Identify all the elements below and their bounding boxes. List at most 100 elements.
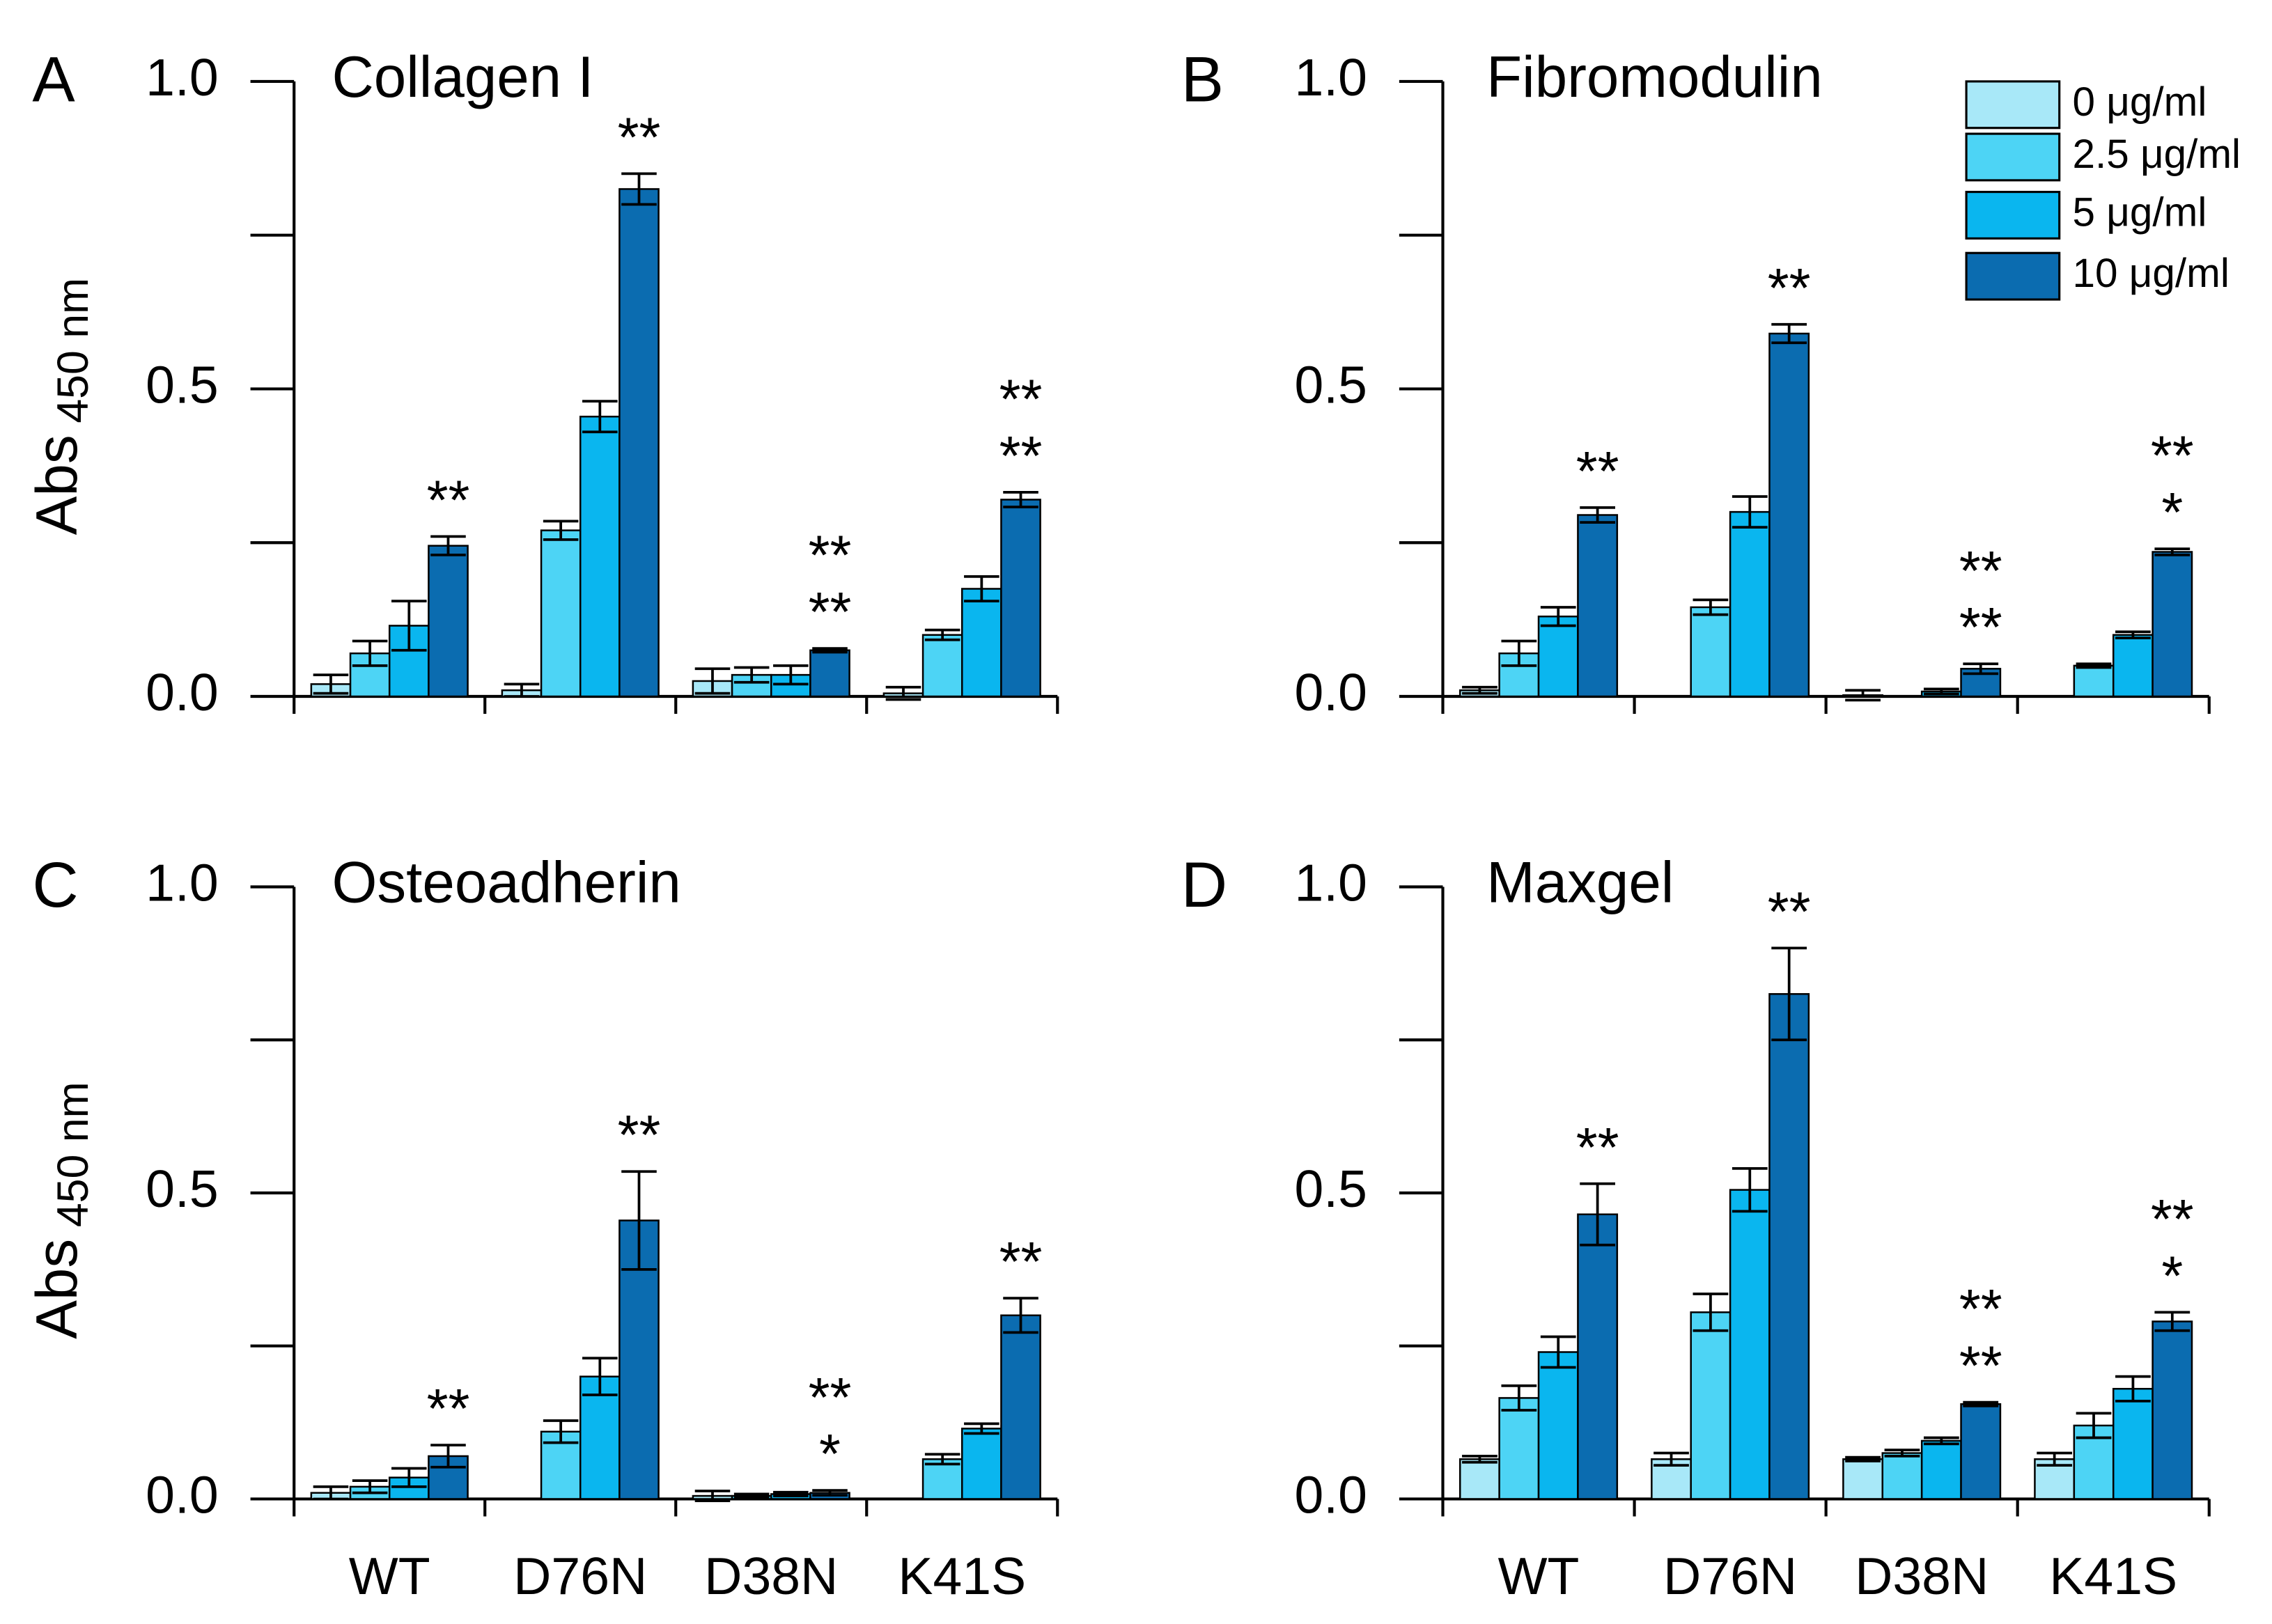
error-bar [2076, 662, 2112, 669]
x-tick-label: WT [1498, 1547, 1580, 1605]
bar [809, 649, 850, 698]
significance-mark: ** [618, 1104, 661, 1166]
bar [1000, 1314, 1041, 1500]
error-bar [1732, 1166, 1768, 1213]
y-axis-label: Abs 450 nm [24, 278, 97, 535]
significance-mark: * [2161, 1244, 2183, 1306]
significance-mark: ** [809, 1366, 852, 1428]
error-bar [1923, 1436, 1959, 1446]
significance-mark: ** [618, 106, 661, 168]
error-bar [924, 1453, 960, 1466]
bar [1729, 510, 1771, 698]
y-tick-label: 0.0 [1294, 1465, 1367, 1524]
x-tick-label: D76N [513, 1547, 647, 1605]
significance-mark: ** [1959, 540, 2002, 602]
bar [961, 588, 1002, 698]
y-tick-label: 0.5 [1294, 1160, 1367, 1218]
bar [2112, 634, 2154, 698]
error-bar [1923, 687, 1959, 696]
error-bar [543, 520, 579, 541]
x-tick-label: D76N [1663, 1547, 1797, 1605]
y-tick-label: 0.0 [1294, 663, 1367, 721]
legend-swatch [1965, 80, 2061, 130]
error-bar [621, 1170, 657, 1271]
error-bar [1771, 322, 1807, 345]
error-bar [694, 1490, 731, 1502]
error-bar [621, 172, 657, 206]
x-tick-label: WT [349, 1547, 430, 1605]
panel-letter: B [1181, 44, 1224, 115]
error-bar [391, 600, 427, 652]
bar [428, 545, 469, 698]
error-bar [582, 400, 618, 434]
bar [1459, 1458, 1500, 1500]
error-bar [2115, 1375, 2151, 1403]
significance-mark: ** [2151, 1188, 2194, 1250]
error-bar [313, 1485, 349, 1501]
legend-swatch [1965, 251, 2061, 301]
bar [2073, 664, 2115, 698]
error-bar [2076, 1412, 2112, 1439]
y-tick-label: 0.5 [1294, 355, 1367, 414]
bar [1000, 499, 1041, 698]
y-tick-label: 0.0 [146, 663, 218, 721]
error-bar [430, 535, 466, 556]
error-bar [1003, 1297, 1038, 1334]
bar [1960, 1403, 2002, 1500]
y-tick-label: 0.0 [146, 1465, 218, 1524]
y-axis-label-sub: 450 nm [49, 1082, 98, 1227]
significance-mark: ** [1959, 1335, 2002, 1397]
error-bar [773, 664, 809, 686]
error-bar [1540, 606, 1576, 627]
legend-label: 0 μg/ml [2073, 79, 2207, 125]
bar [2112, 1387, 2154, 1500]
error-bar [1884, 1449, 1920, 1458]
error-bar [504, 682, 540, 698]
error-bar [1501, 1384, 1537, 1412]
significance-mark: ** [2151, 425, 2194, 487]
significance-mark: ** [809, 581, 852, 643]
error-bar [1771, 946, 1807, 1042]
error-bar [1654, 1451, 1689, 1467]
bar [618, 188, 660, 698]
error-bar [1501, 639, 1537, 667]
significance-mark: ** [1768, 880, 1811, 942]
error-bar [694, 667, 731, 695]
error-bar [391, 1467, 427, 1488]
y-axis-label-main: Abs [24, 435, 89, 535]
error-bar [2154, 1311, 2191, 1332]
y-axis-label-sub: 450 nm [49, 278, 98, 423]
bar [1729, 1189, 1771, 1500]
error-bar [1732, 495, 1768, 529]
bar [1920, 1439, 1962, 1500]
bar [540, 529, 582, 698]
significance-mark: ** [427, 1377, 470, 1439]
error-bar [1580, 506, 1615, 524]
bar [1690, 606, 1732, 698]
significance-mark: ** [999, 1231, 1043, 1293]
significance-mark: ** [1576, 440, 1619, 502]
bar [2152, 551, 2193, 698]
error-bar [1462, 685, 1497, 695]
significance-mark: ** [809, 524, 852, 586]
bar [1842, 1458, 1884, 1500]
error-bar [1963, 662, 1999, 676]
error-bar [1963, 1400, 1999, 1407]
significance-mark: ** [427, 469, 470, 531]
panel-letter: C [32, 850, 78, 921]
y-tick-label: 1.0 [146, 48, 218, 107]
error-bar [964, 1422, 999, 1435]
legend-label: 10 μg/ml [2073, 251, 2230, 296]
significance-mark: ** [1959, 1278, 2002, 1340]
error-bar [885, 685, 921, 701]
bar [1537, 1351, 1579, 1500]
legend-label: 2.5 μg/ml [2073, 132, 2241, 177]
bar [1537, 615, 1579, 698]
error-bar [812, 647, 848, 654]
error-bar [924, 628, 960, 641]
y-tick-label: 0.5 [146, 1160, 218, 1218]
